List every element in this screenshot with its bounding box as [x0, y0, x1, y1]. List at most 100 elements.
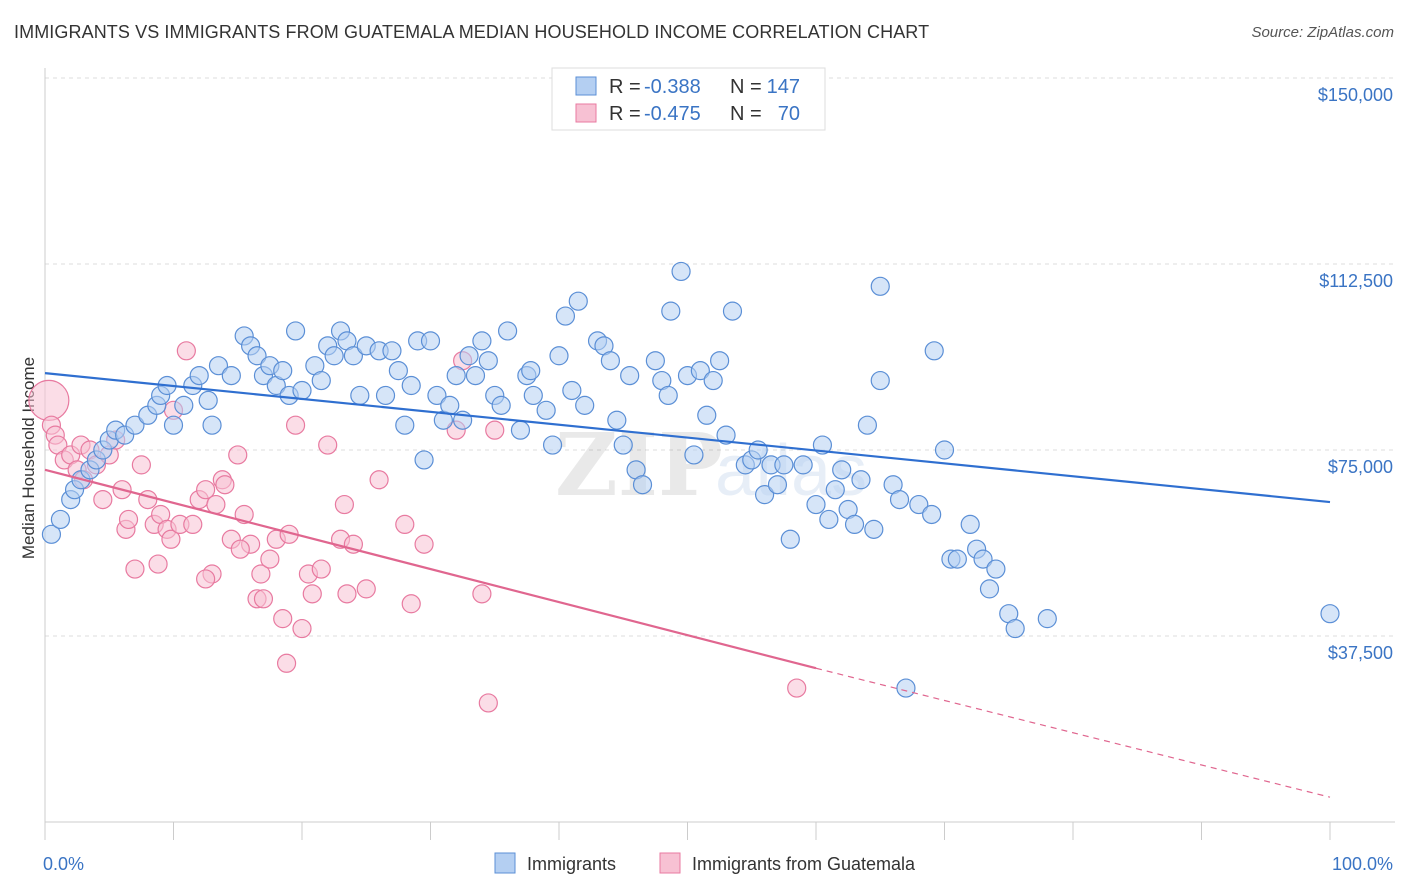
chart-title: IMMIGRANTS VS IMMIGRANTS FROM GUATEMALA …	[14, 22, 930, 42]
immigrants-point	[440, 395, 460, 415]
immigrants-point	[41, 524, 62, 544]
immigrants-point	[924, 341, 944, 361]
immigrants-point	[645, 351, 665, 371]
immigrants-point	[909, 494, 929, 515]
immigrants-point	[613, 435, 633, 455]
immigrants-point	[658, 385, 678, 406]
guatemala-point	[311, 559, 331, 579]
immigrants-point	[285, 321, 306, 341]
immigrants-point	[208, 356, 229, 376]
immigrants-point	[864, 519, 884, 539]
immigrants-point	[1037, 609, 1057, 629]
guatemala-point	[276, 653, 297, 673]
immigrants-point	[632, 475, 653, 495]
immigrants-point	[716, 425, 736, 445]
immigrants-point	[934, 440, 955, 460]
immigrants-point	[536, 400, 556, 420]
immigrants-point	[521, 361, 541, 381]
immigrants-point	[174, 395, 194, 415]
immigrants-point	[401, 375, 421, 396]
correlation-legend: R = -0.388 N = 147 R = -0.475 N = 70	[551, 67, 826, 131]
immigrants-point	[311, 370, 331, 391]
immigrants-point	[722, 301, 743, 321]
immigrants-point	[710, 351, 730, 371]
guatemala-point	[131, 455, 151, 475]
axes	[44, 68, 1395, 840]
immigrants-point	[851, 470, 871, 490]
immigrants-point	[703, 370, 723, 391]
guatemala-point	[206, 494, 226, 515]
immigrants-point	[774, 455, 794, 475]
guatemala-point	[318, 435, 338, 455]
immigrants-point	[857, 415, 878, 435]
y-tick-label: $75,000	[1328, 457, 1393, 477]
immigrants-point	[510, 420, 531, 440]
x-tick-label: 100.0%	[1332, 854, 1393, 874]
immigrants-point	[661, 301, 681, 321]
guatemala-point	[485, 420, 505, 440]
series-label-guatemala: Immigrants from Guatemala	[692, 854, 916, 874]
immigrants-point	[478, 351, 498, 371]
immigrants-point	[420, 331, 441, 351]
immigrants-point	[896, 678, 916, 698]
series-swatch-immigrants	[494, 852, 516, 874]
immigrants-point	[870, 370, 890, 391]
immigrants-point	[446, 366, 466, 386]
legend-r-value-1: -0.388	[644, 76, 701, 98]
chart-source: Source: ZipAtlas.com	[1251, 24, 1394, 41]
immigrants-point	[491, 395, 511, 415]
immigrants-point	[568, 291, 588, 311]
immigrants-point	[780, 529, 800, 549]
guatemala-point	[28, 379, 70, 421]
immigrants-point	[472, 331, 492, 351]
immigrants-point	[825, 480, 845, 500]
guatemala-point	[196, 480, 216, 500]
guatemala-points	[28, 341, 807, 713]
guatemala-point	[138, 490, 158, 510]
immigrants-point	[844, 514, 865, 535]
immigrants-point	[986, 559, 1006, 579]
series-legend: Immigrants Immigrants from Guatemala	[494, 852, 916, 874]
immigrants-point	[870, 276, 890, 296]
immigrants-point	[767, 475, 788, 495]
guatemala-point	[125, 559, 145, 579]
immigrants-point	[375, 385, 396, 406]
immigrants-point	[832, 460, 852, 480]
immigrants-point	[973, 549, 993, 569]
legend-swatch-blue	[575, 76, 597, 96]
immigrants-point	[427, 385, 447, 406]
immigrants-point	[542, 435, 563, 455]
legend-r-value-2: -0.475	[644, 103, 701, 125]
immigrants-trend-line	[44, 372, 1331, 504]
immigrants-point	[607, 410, 627, 430]
immigrants-point	[754, 485, 775, 505]
trend-lines	[44, 372, 1331, 798]
immigrants-point	[343, 346, 363, 366]
immigrants-point	[292, 380, 312, 401]
immigrants-point	[202, 415, 222, 435]
guatemala-point	[253, 589, 274, 609]
immigrants-point	[1320, 604, 1340, 624]
immigrants-point	[793, 455, 813, 475]
immigrants-point	[498, 321, 518, 341]
immigrants-point	[50, 509, 71, 530]
immigrants-point	[671, 261, 691, 282]
immigrants-point	[889, 490, 910, 510]
immigrants-point	[819, 509, 839, 530]
legend-n-value-2: 70	[778, 103, 800, 125]
guatemala-point	[292, 618, 312, 639]
immigrants-point	[1005, 618, 1025, 639]
immigrants-point	[562, 380, 582, 401]
x-tick-labels: 0.0% 100.0%	[43, 854, 1393, 874]
guatemala-point	[196, 569, 216, 589]
guatemala-point	[414, 534, 434, 554]
immigrants-point	[812, 435, 833, 455]
immigrants-point	[684, 445, 704, 465]
immigrants-point	[922, 504, 942, 525]
immigrants-point	[189, 366, 209, 386]
guatemala-point	[148, 554, 168, 574]
immigrants-point	[459, 346, 479, 366]
guatemala-point	[472, 584, 492, 604]
legend-n-label-2: N =	[730, 103, 762, 125]
